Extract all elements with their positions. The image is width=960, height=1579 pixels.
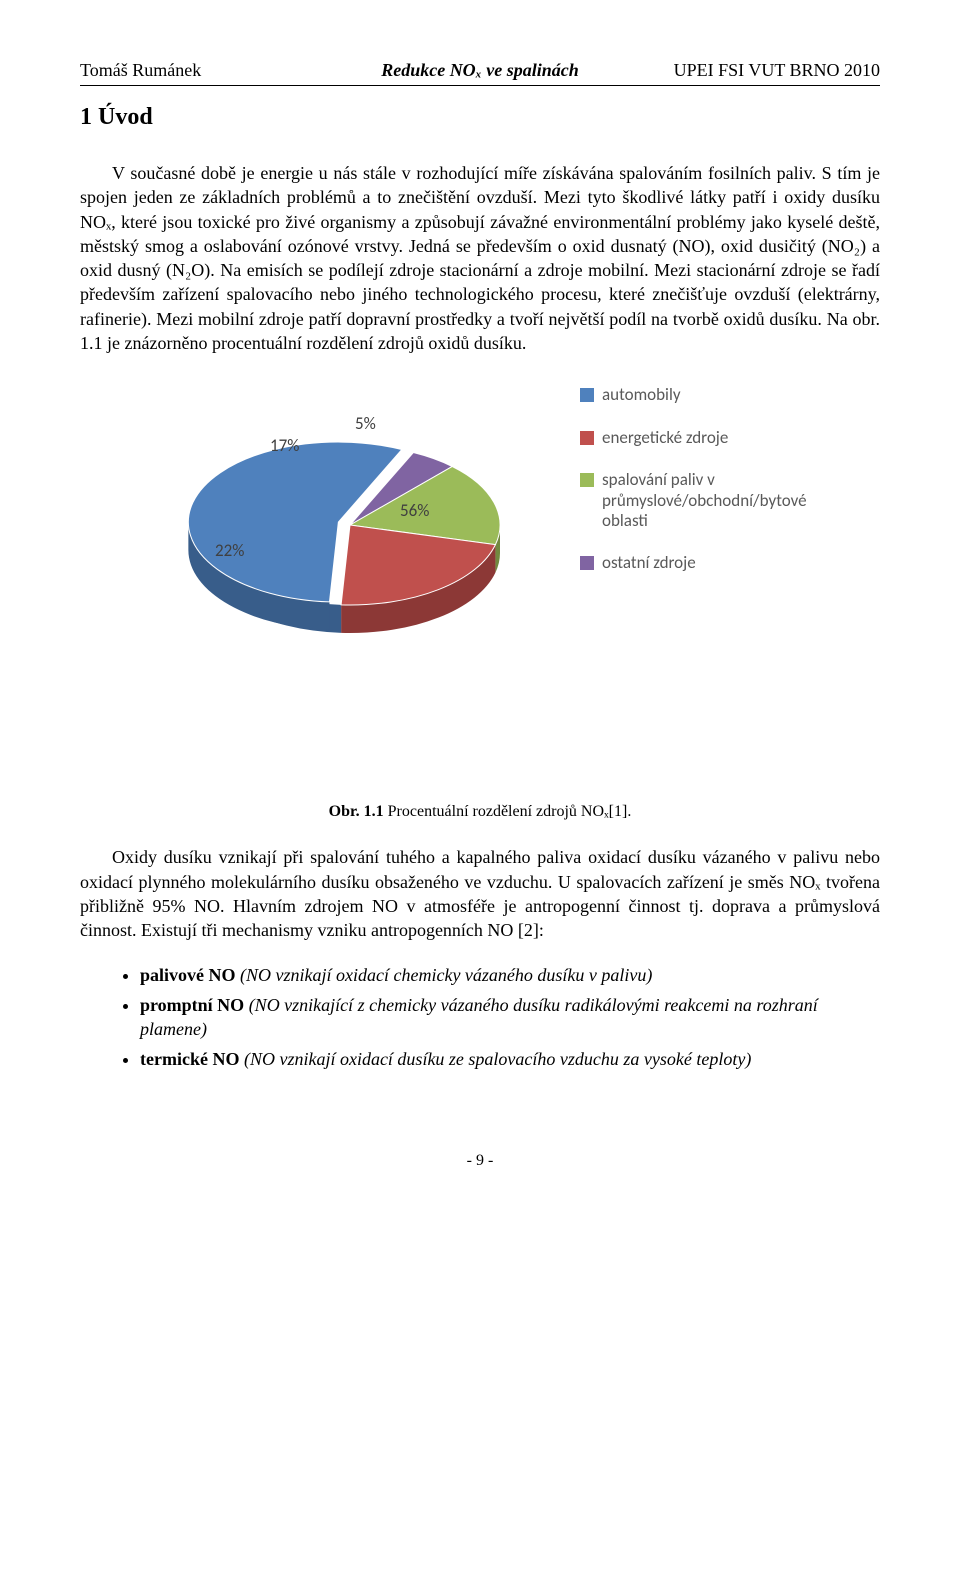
- header-institution: UPEI FSI VUT BRNO 2010: [613, 60, 880, 81]
- legend-item: energetické zdroje: [580, 428, 800, 448]
- pie-pct-label: 5%: [355, 413, 376, 434]
- legend-label: spalování paliv v průmyslové/obchodní/by…: [602, 470, 807, 531]
- header-author: Tomáš Rumánek: [80, 60, 347, 81]
- pie-pct-label: 22%: [215, 540, 244, 561]
- header-title: Redukce NOₓ ve spalinách: [347, 60, 614, 81]
- legend-item: spalování paliv v průmyslové/obchodní/by…: [580, 470, 800, 531]
- list-item: termické NO (NO vznikají oxidací dusíku …: [140, 1047, 880, 1071]
- mechanisms-list: palivové NO (NO vznikají oxidací chemick…: [140, 963, 880, 1072]
- list-item: palivové NO (NO vznikají oxidací chemick…: [140, 963, 880, 987]
- section-heading: 1 Úvod: [80, 104, 880, 131]
- pie-pct-label: 17%: [270, 435, 299, 456]
- page-header: Tomáš Rumánek Redukce NOₓ ve spalinách U…: [80, 60, 880, 81]
- header-rule: [80, 85, 880, 86]
- legend-item: ostatní zdroje: [580, 553, 800, 573]
- figure-1-1: 56% 22% 17% 5% automobily energetické zdroje…: [80, 385, 880, 645]
- legend-swatch: [580, 556, 594, 570]
- legend-item: automobily: [580, 385, 800, 405]
- list-item: promptní NO (NO vznikající z chemicky vá…: [140, 993, 880, 1042]
- chart-legend: automobily energetické zdroje spalování pa…: [580, 385, 800, 595]
- page: Tomáš Rumánek Redukce NOₓ ve spalinách U…: [0, 0, 960, 1210]
- legend-swatch: [580, 431, 594, 445]
- legend-swatch: [580, 388, 594, 402]
- pie-pct-label: 56%: [400, 500, 429, 521]
- figure-caption-text: Procentuální rozdělení zdrojů NOₓ[1].: [384, 803, 632, 820]
- legend-label: automobily: [602, 385, 681, 405]
- legend-label: ostatní zdroje: [602, 553, 696, 573]
- legend-label: energetické zdroje: [602, 428, 728, 448]
- paragraph-intro: V současné době je energie u nás stále v…: [80, 161, 880, 355]
- figure-caption-number: Obr. 1.1: [329, 803, 384, 820]
- pie-chart: 56% 22% 17% 5%: [160, 385, 540, 645]
- page-number: - 9 -: [80, 1152, 880, 1170]
- figure-caption: Obr. 1.1 Procentuální rozdělení zdrojů N…: [80, 803, 880, 821]
- paragraph-2: Oxidy dusíku vznikají při spalování tuhé…: [80, 845, 880, 942]
- legend-swatch: [580, 473, 594, 487]
